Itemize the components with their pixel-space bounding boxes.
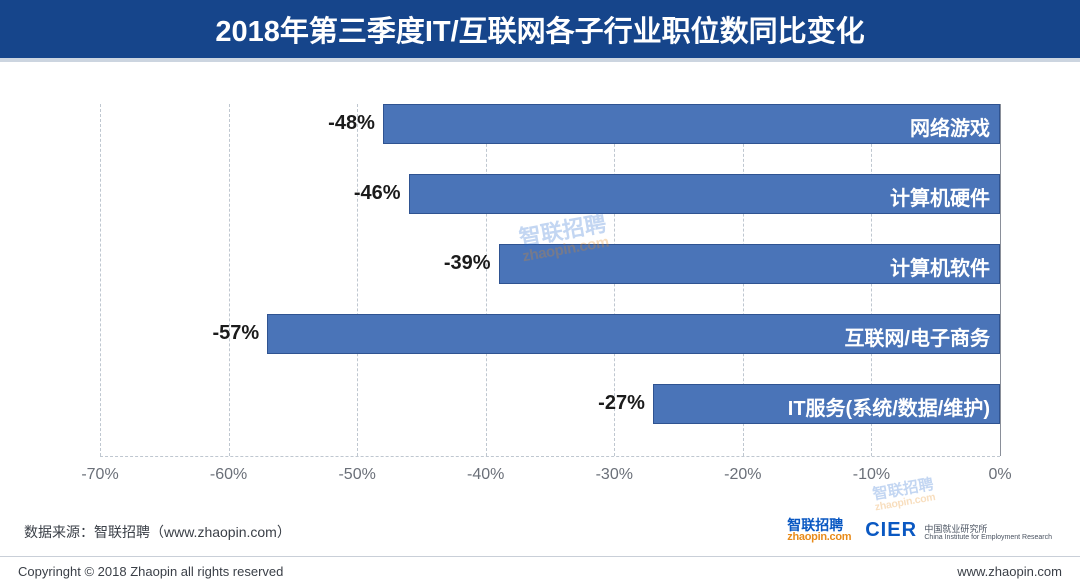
bar-row: -48% 网络游戏 <box>100 104 1000 144</box>
chart-title: 2018年第三季度IT/互联网各子行业职位数同比变化 <box>215 8 864 50</box>
x-tick-label: -50% <box>338 466 375 484</box>
chart-title-bar: 2018年第三季度IT/互联网各子行业职位数同比变化 <box>0 0 1080 58</box>
bar-category-label: 互联网/电子商务 <box>844 322 990 351</box>
bar-value-label: -27% <box>598 392 645 415</box>
bar-row: -46% 计算机硬件 <box>100 174 1000 214</box>
footer-bar: Copyringht © 2018 Zhaopin all rights res… <box>0 556 1080 586</box>
title-separator <box>0 58 1080 62</box>
x-tick-label: -30% <box>596 466 633 484</box>
x-tick-label: -60% <box>210 466 247 484</box>
bar-category-label: 计算机硬件 <box>890 182 990 211</box>
y-axis-line <box>1000 104 1001 456</box>
bar-value-label: -39% <box>444 252 491 275</box>
plot-region: -48% 网络游戏 -46% 计算机硬件 -39% 计算机软件 -57% 互联网/电子商务 -2… <box>100 104 1000 456</box>
logos-group: 智联招聘 zhaopin.com CIER 中国就业研究所 China Inst… <box>787 518 1052 544</box>
x-axis-baseline <box>100 456 1000 457</box>
bar-row: -39% 计算机软件 <box>100 244 1000 284</box>
x-tick-label: -10% <box>853 466 890 484</box>
bar-row: -57% 互联网/电子商务 <box>100 314 1000 354</box>
x-tick-label: -20% <box>724 466 761 484</box>
bar-category-label: IT服务(系统/数据/维护) <box>788 392 990 421</box>
chart-area: -48% 网络游戏 -46% 计算机硬件 -39% 计算机软件 -57% 互联网/电子商务 -2… <box>100 90 1000 490</box>
zhaopin-logo: 智联招聘 zhaopin.com <box>787 518 851 544</box>
bar-value-label: -46% <box>354 182 401 205</box>
footer-url: www.zhaopin.com <box>957 564 1062 579</box>
bar <box>383 104 1000 144</box>
x-tick-label: -40% <box>467 466 504 484</box>
copyright-text: Copyringht © 2018 Zhaopin all rights res… <box>18 564 283 579</box>
bar-category-label: 网络游戏 <box>910 112 990 141</box>
bar-category-label: 计算机软件 <box>890 252 990 281</box>
x-tick-label: -70% <box>81 466 118 484</box>
data-source: 数据来源：智联招聘（www.zhaopin.com） <box>24 522 291 542</box>
bar-value-label: -57% <box>212 322 259 345</box>
x-tick-label: 0% <box>988 466 1011 484</box>
bar-value-label: -48% <box>328 112 375 135</box>
cier-logo: CIER 中国就业研究所 China Institute for Employm… <box>865 520 1052 541</box>
bar-row: -27% IT服务(系统/数据/维护) <box>100 384 1000 424</box>
